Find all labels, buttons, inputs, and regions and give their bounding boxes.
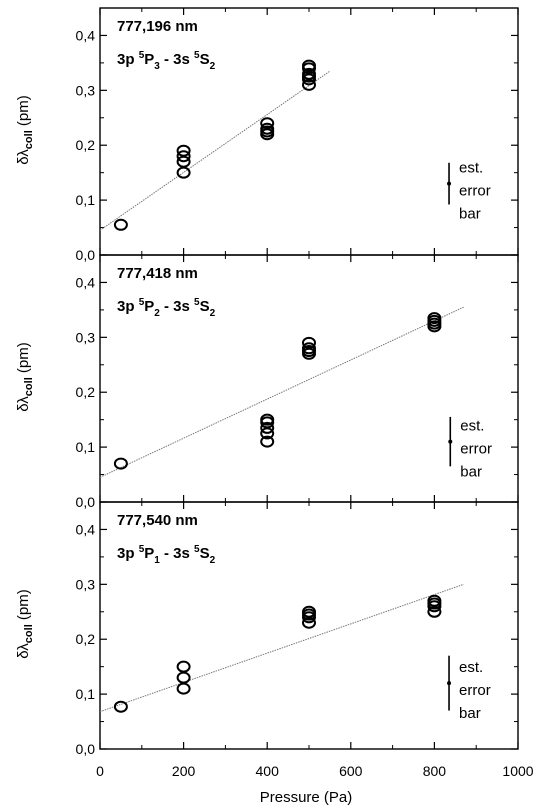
x-axis-label: Pressure (Pa) <box>260 789 353 806</box>
y-tick-label: 0,3 <box>76 576 96 592</box>
error-bar-label: error <box>459 682 491 699</box>
data-point <box>427 594 442 607</box>
y-tick-label: 0,0 <box>76 741 96 757</box>
data-point <box>302 59 316 72</box>
y-tick-label: 0,0 <box>76 247 96 263</box>
error-bar-label: est. <box>459 160 483 177</box>
transition-label: 3p 5P1 - 3s 5S2 <box>117 544 216 566</box>
panel-title: 777,196 nm <box>117 18 198 35</box>
y-tick-label: 0,1 <box>76 192 96 208</box>
panel-1: 0,0 0,1 0,2 0,3 0,4 est. error bar 777,196 nm 3p … <box>76 7 519 263</box>
y-tick-label: 0,1 <box>76 439 96 455</box>
data-point <box>113 700 128 713</box>
y-tick-label: 0,0 <box>76 494 96 510</box>
svg-text:δλcoll (pm): δλcoll (pm) <box>15 589 35 659</box>
x-axis: 0 200 400 600 800 1000 <box>96 763 534 779</box>
x-tick-label: 600 <box>339 763 363 779</box>
y-tick-label: 0,2 <box>76 631 96 647</box>
y-tick-label: 0,1 <box>76 686 96 702</box>
data-point <box>302 342 316 355</box>
fit-line <box>99 306 464 478</box>
error-bar-label: est. <box>460 418 484 435</box>
data-point <box>113 457 128 470</box>
svg-text:δλcoll (pm): δλcoll (pm) <box>15 342 35 412</box>
data-point <box>302 336 316 349</box>
transition-label: 3p 5P2 - 3s 5S2 <box>117 297 216 319</box>
y-tick-label: 0,4 <box>76 274 96 290</box>
error-bar-label: error <box>460 441 492 458</box>
x-tick-label: 800 <box>423 763 447 779</box>
error-bar-center <box>448 439 453 444</box>
error-bar-label: error <box>459 183 491 200</box>
data-point <box>176 660 191 673</box>
data-point <box>260 421 275 434</box>
data-point <box>176 144 191 157</box>
data-point <box>260 435 275 448</box>
error-bar-center <box>447 681 452 686</box>
error-bar-label: est. <box>459 659 483 676</box>
fit-line <box>99 583 464 713</box>
panels: 0,0 0,1 0,2 0,3 0,4 est. error bar 777,196 nm 3p … <box>76 7 519 757</box>
panel-title: 777,540 nm <box>117 512 198 529</box>
data-point <box>113 218 128 231</box>
data-point <box>260 117 275 130</box>
y-tick-label: 0,4 <box>76 27 96 43</box>
data-point <box>260 122 275 135</box>
y-tick-label: 0,4 <box>76 521 96 537</box>
panel-2: 0,0 0,1 0,2 0,3 0,4 est. error bar 777,418 nm 3p … <box>76 254 519 510</box>
y-tick-label: 0,3 <box>76 82 96 98</box>
panel-title: 777,418 nm <box>117 265 198 282</box>
error-bar-label: bar <box>460 464 482 481</box>
data-point <box>427 312 442 325</box>
y-tick-label: 0,2 <box>76 137 96 153</box>
data-point <box>302 67 316 80</box>
panel-frame <box>99 501 519 750</box>
y-axis-label-top: δλcoll (pm) <box>15 95 35 165</box>
data-point <box>302 605 316 618</box>
y-tick-label: 0,3 <box>76 329 96 345</box>
svg-text:δλcoll (pm): δλcoll (pm) <box>15 95 35 165</box>
y-axis-label-bottom: δλcoll (pm) <box>15 589 35 659</box>
data-point <box>176 671 191 684</box>
x-tick-label: 0 <box>96 763 104 779</box>
error-bar-label: bar <box>459 206 481 223</box>
data-point <box>260 413 275 426</box>
x-tick-label: 400 <box>256 763 280 779</box>
data-point <box>176 682 191 695</box>
panel-3: 0,0 0,1 0,2 0,3 0,4 est. error bar 777,540 nm 3p … <box>76 501 519 757</box>
y-tick-label: 0,2 <box>76 384 96 400</box>
x-tick-label: 200 <box>172 763 196 779</box>
x-tick-label: 1000 <box>502 763 533 779</box>
error-bar-label: bar <box>459 705 481 722</box>
fit-line <box>99 70 331 231</box>
panel-frame <box>99 7 519 256</box>
data-point <box>176 166 191 179</box>
data-point <box>176 150 191 163</box>
error-bar-center <box>447 181 452 186</box>
transition-label: 3p 5P3 - 3s 5S2 <box>117 50 216 72</box>
y-axis-label-middle: δλcoll (pm) <box>15 342 35 412</box>
panel-frame <box>99 254 519 503</box>
